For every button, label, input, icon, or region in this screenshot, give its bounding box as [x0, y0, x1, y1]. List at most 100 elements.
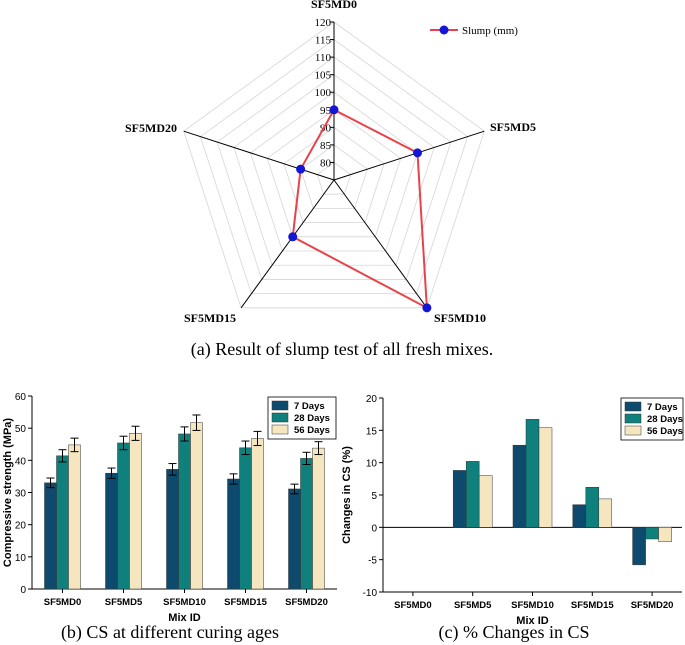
y-tick-label: 15 — [366, 426, 378, 437]
bar — [117, 442, 130, 590]
radar-point — [296, 164, 306, 174]
cs-change-caption: (c) % Changes in CS — [439, 622, 590, 643]
y-tick-label: 10 — [366, 459, 378, 470]
radar-grid-ring — [283, 126, 385, 224]
legend-swatch — [624, 425, 642, 436]
bar — [312, 447, 325, 590]
y-tick-label: -10 — [363, 588, 378, 599]
bar — [166, 469, 179, 590]
bar — [251, 438, 264, 590]
radar-tick-label: 80 — [320, 157, 332, 169]
bar — [227, 478, 240, 590]
bar — [129, 433, 142, 590]
radar-tick-label: 115 — [315, 35, 332, 47]
bar — [44, 482, 57, 590]
radar-tick-label: 85 — [320, 140, 332, 152]
radar-grid-ring — [250, 91, 418, 252]
bar — [525, 419, 540, 528]
radar-point — [412, 148, 422, 158]
bar — [452, 470, 467, 528]
radar-axis-spoke — [333, 130, 485, 181]
bar — [105, 472, 118, 590]
y-tick-label: 40 — [15, 456, 27, 467]
radar-axis-label: SF5MD0 — [311, 0, 357, 11]
bar — [585, 486, 600, 528]
legend-label: 56 Days — [294, 425, 330, 436]
radar-tick-label: 110 — [315, 52, 332, 64]
y-tick-label: 20 — [15, 521, 27, 532]
radar-point — [288, 232, 298, 242]
x-tick-label: SF5MD10 — [511, 600, 554, 611]
x-tick-label: SF5MD5 — [454, 600, 492, 611]
radar-axis-label: SF5MD15 — [184, 311, 236, 325]
radar-point — [422, 303, 432, 313]
x-axis-label: Mix ID — [516, 615, 548, 627]
bar — [68, 444, 81, 590]
bar — [658, 527, 672, 542]
y-tick-label: 0 — [371, 523, 377, 534]
bar — [56, 455, 69, 590]
radar-axis-spoke — [333, 179, 428, 309]
bar — [598, 498, 613, 528]
radar-grid-ring — [266, 109, 402, 238]
y-tick-label: 0 — [20, 585, 26, 596]
bar — [512, 444, 527, 528]
radar-axis-spoke — [240, 179, 335, 309]
x-tick-label: SF5MD15 — [224, 597, 267, 608]
legend-label: 7 Days — [647, 402, 678, 413]
legend-swatch — [624, 413, 642, 424]
x-tick-label: SF5MD20 — [285, 597, 328, 608]
radar-axis-spoke — [183, 130, 335, 181]
cs-bar-chart: 0 10 20 30 40 50 60 SF5MD0 SF5MD5 SF5MD10 SF5MD15 S… — [2, 392, 337, 624]
legend-label: Slump (mm) — [462, 25, 518, 37]
x-tick-label: SF5MD0 — [394, 600, 431, 611]
y-tick-label: 20 — [366, 394, 378, 405]
legend-label: 56 Days — [647, 426, 683, 437]
radar-chart: 80 85 90 95 100 105 110 115 120 SF5MD0 SF5MD5 SF5MD… — [125, 0, 536, 325]
x-tick-label: SF5MD5 — [105, 597, 143, 608]
radar-grid-ring — [316, 161, 352, 195]
radar-tick-label: 90 — [320, 122, 332, 134]
radar-tick-label: 120 — [315, 17, 332, 29]
radar-axis-label: SF5MD10 — [434, 311, 486, 325]
y-tick-label: 50 — [15, 424, 27, 435]
legend-marker — [439, 25, 449, 35]
bar — [645, 527, 659, 540]
legend-swatch — [271, 400, 289, 411]
radar-axis-label: SF5MD20 — [125, 121, 177, 135]
x-tick-label: SF5MD0 — [44, 597, 81, 608]
radar-tick-label: 105 — [315, 70, 332, 82]
bar — [572, 504, 587, 528]
x-tick-label: SF5MD10 — [163, 597, 206, 608]
y-tick-label: -5 — [368, 556, 377, 567]
y-tick-label: 10 — [15, 553, 27, 564]
radar-grid-ring — [233, 74, 435, 266]
bar — [478, 475, 493, 528]
x-tick-label: SF5MD20 — [631, 600, 674, 611]
bar — [632, 527, 646, 566]
radar-point — [329, 105, 339, 115]
bar — [178, 433, 191, 590]
legend-label: 28 Days — [647, 414, 683, 425]
radar-caption: (a) Result of slump test of all fresh mi… — [191, 339, 493, 360]
legend-swatch — [271, 412, 289, 423]
y-axis-label: Changes in CS (%) — [341, 446, 353, 544]
radar-tick-label: 95 — [320, 105, 332, 117]
y-tick-label: 5 — [371, 491, 377, 502]
legend-label: 28 Days — [294, 413, 330, 424]
radar-series-line — [291, 108, 428, 310]
bar — [538, 427, 553, 528]
y-axis-label: Compressive strength (MPa) — [2, 418, 14, 567]
legend-label: 7 Days — [294, 401, 325, 412]
y-tick-label: 30 — [15, 489, 27, 500]
radar-grid-ring — [300, 144, 368, 209]
legend-swatch — [271, 424, 289, 435]
legend-swatch — [624, 401, 642, 412]
x-axis-label: Mix ID — [168, 612, 200, 624]
cs-caption: (b) CS at different curing ages — [61, 622, 279, 643]
cs-change-bar-chart: -10 -5 0 5 10 15 20 SF5MD0 SF5MD5 SF5MD10 SF5MD15 S… — [341, 394, 684, 627]
radar-grid-ring — [183, 21, 485, 309]
radar-tick-label: 100 — [315, 87, 332, 99]
bar — [239, 447, 252, 590]
